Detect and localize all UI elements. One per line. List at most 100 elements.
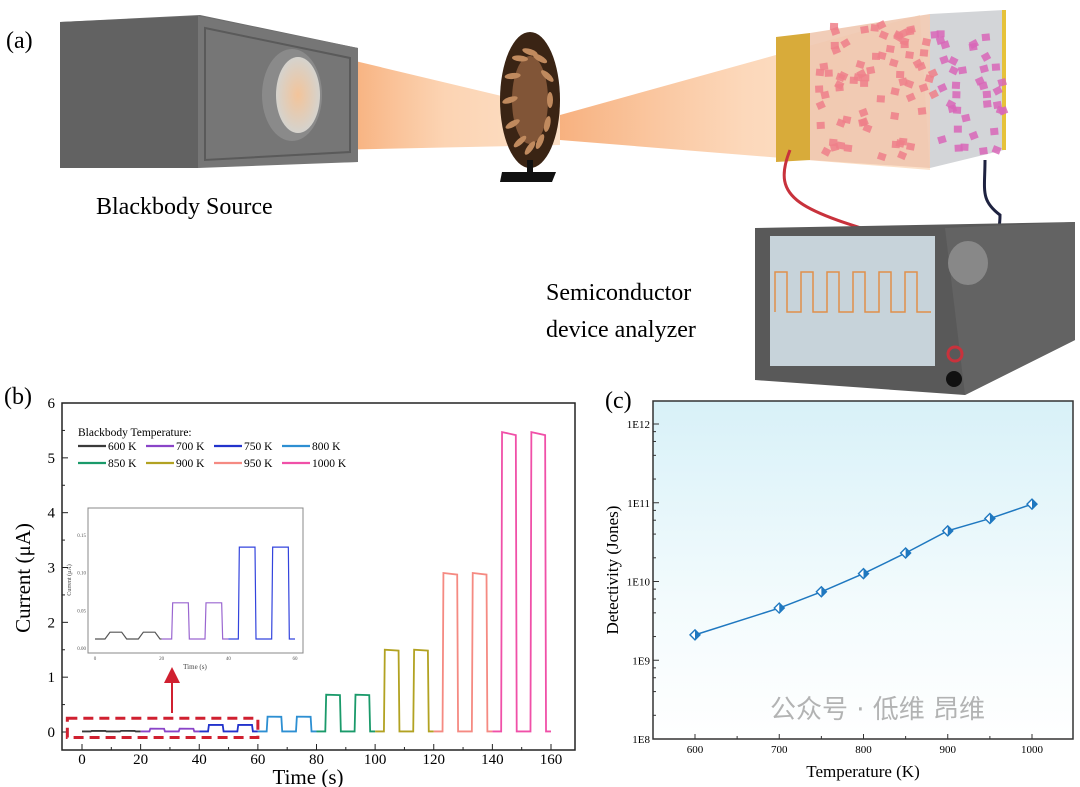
chart-c-ytick-label: 1E11 [627, 498, 650, 510]
material-flake [991, 145, 1002, 155]
material-flake [981, 33, 991, 42]
chart-b-series-line [492, 430, 551, 733]
chart-b-series-line [316, 693, 376, 733]
material-flake [815, 100, 826, 111]
material-flake [858, 118, 868, 127]
material-flake [855, 59, 866, 70]
chart-b-series-line [140, 727, 200, 733]
analyzer-label-line2: device analyzer [546, 317, 696, 343]
chopper-slot [532, 53, 548, 64]
inset-ytick-label: 0.05 [77, 609, 86, 614]
panel-c-label: (c) [605, 388, 632, 414]
material-flake [843, 144, 853, 153]
chart-c-xtick-label: 1000 [1021, 744, 1044, 756]
chart-c-marker-fill [695, 629, 700, 640]
chart-b-xtick-label: 100 [364, 752, 387, 768]
chart-b-legend-label: 600 K [108, 441, 137, 453]
chart-b-xtick-label: 160 [540, 752, 563, 768]
material-flake [866, 66, 876, 75]
material-flake [824, 69, 833, 77]
chart-b-legend-label: 700 K [176, 441, 205, 453]
chart-c-marker-fill [821, 586, 827, 597]
material-flake [918, 83, 929, 93]
chart-b-series-line [375, 648, 434, 733]
material-flake [836, 118, 847, 128]
chart-c-xtick-label: 900 [940, 744, 957, 756]
blackbody-source-label: Blackbody Source [96, 194, 273, 220]
analyzer-label-line1: Semiconductor [546, 280, 691, 306]
chart-c-ytick-label: 1E10 [627, 577, 651, 589]
chart-c-ytick-label: 1E12 [627, 419, 650, 431]
chart-c-marker-fill [779, 603, 785, 614]
square-wave-trace [774, 271, 931, 313]
chopper-slot [524, 141, 536, 155]
chart-b-ylabel: Current (μA) [11, 523, 35, 633]
material-flake [820, 146, 832, 157]
inset-frame [87, 507, 304, 654]
chart-b-series-line [82, 730, 141, 733]
chart-c-xlabel: Temperature (K) [806, 762, 920, 781]
chart-b-series-line [199, 723, 258, 733]
material-flake [819, 62, 829, 71]
chopper-slot [543, 116, 551, 132]
material-flake [961, 113, 971, 123]
material-flake [968, 42, 978, 51]
material-flake [945, 99, 957, 110]
panel-a-label: (a) [6, 28, 33, 54]
material-flake [838, 70, 849, 81]
material-flake [891, 140, 901, 149]
material-flake [898, 77, 908, 87]
material-flake [927, 68, 939, 79]
chart-b-legend-label: 950 K [244, 458, 273, 470]
photodetector-device [776, 10, 1009, 168]
chart-b-ytick-label: 2 [48, 615, 56, 631]
inset-xlabel: Time (s) [183, 663, 207, 671]
inset-xtick-label: 60 [293, 657, 299, 662]
chart-b-ytick-label: 0 [48, 725, 56, 741]
material-flake [979, 146, 988, 155]
chopper-wheel [500, 32, 560, 182]
material-flake [982, 100, 992, 108]
material-flake [830, 26, 841, 36]
chart-b-xtick-label: 60 [250, 752, 265, 768]
material-flake [912, 58, 924, 69]
material-flake [937, 83, 948, 93]
chart-b-legend-label: 750 K [244, 441, 273, 453]
material-flake [888, 58, 899, 68]
chart-b-legend-label: 800 K [312, 441, 341, 453]
chart-c-marker-fill [947, 525, 953, 536]
material-flake [921, 37, 932, 47]
chart-b-current-vs-time: (b) 0 20 40 60 80 100 120 140 160 0 1 2 3 4 5 6 Blackbo… [4, 384, 576, 787]
material-flake [830, 45, 841, 55]
material-flake [951, 81, 961, 90]
material-flake [871, 52, 881, 60]
chart-b-xtick-label: 120 [423, 752, 446, 768]
inset-ytick-label: 0.00 [77, 647, 86, 652]
material-flake [900, 40, 909, 49]
chopper-slot [541, 70, 554, 82]
material-flake [820, 90, 830, 100]
chopper-slot [547, 92, 553, 108]
chart-b-ytick-label: 1 [48, 670, 56, 686]
material-flake [840, 38, 851, 49]
material-flake [815, 85, 824, 93]
chart-c-series-line [694, 503, 1033, 636]
material-flake [885, 44, 895, 54]
chopper-slot [502, 96, 518, 104]
blackbody-source-box [60, 15, 358, 168]
material-flake [893, 30, 904, 41]
material-flake [992, 100, 1002, 110]
inset-ytick-label: 0.15 [77, 534, 86, 539]
chart-c-xtick-label: 800 [855, 744, 872, 756]
material-flake [997, 77, 1007, 87]
material-flake [948, 65, 959, 76]
chart-c-xtick-label: 600 [687, 744, 704, 756]
chart-c-marker-fill [989, 513, 995, 524]
inset-xtick-label: 20 [159, 657, 165, 662]
material-flake [957, 66, 967, 75]
chart-c-ytick-label: 1E9 [632, 655, 650, 667]
chart-c-detectivity-vs-temperature: (c) 600 700 800 900 1000 1E8 1E9 1E10 1E11 1E12 T… [603, 388, 1074, 781]
material-flake [980, 51, 992, 62]
material-flake [917, 107, 927, 116]
